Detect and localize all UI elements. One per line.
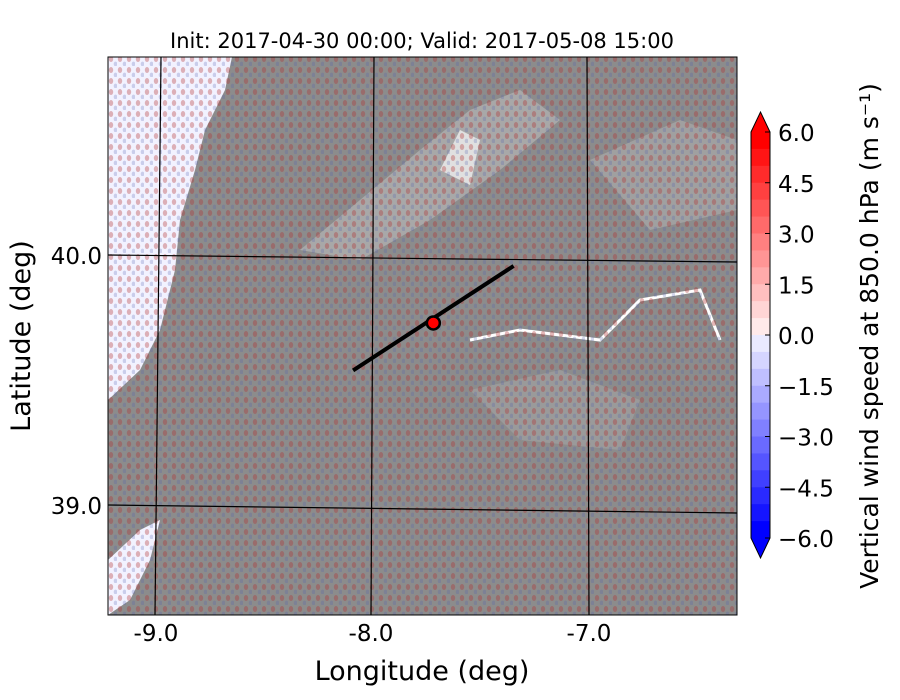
colorbar-level [751, 318, 770, 336]
colorbar-tick-label: 0.0 [778, 324, 815, 350]
colorbar-tick-label: 4.5 [778, 172, 815, 198]
x-ticks: -9.0 -8.0 -7.0 [134, 621, 612, 647]
colorbar-level [751, 148, 770, 167]
plot-title: Init: 2017-04-30 00:00; Valid: 2017-05-0… [170, 29, 674, 53]
x-tick-label: -9.0 [134, 621, 179, 647]
colorbar-level [751, 182, 770, 201]
colorbar-level [751, 487, 770, 505]
colorbar-level [751, 250, 770, 268]
colorbar-tick-label: 6.0 [778, 121, 815, 147]
colorbar-label: Vertical wind speed at 850.0 hPa (m s⁻¹) [855, 83, 884, 589]
colorbar-level [751, 453, 770, 471]
colorbar-level [751, 470, 770, 488]
colorbar-tick-label: −4.5 [778, 476, 834, 502]
colorbar-level [751, 216, 770, 234]
colorbar-level [751, 284, 770, 302]
colorbar-extend-min [751, 538, 770, 558]
y-axis-label: Latitude (deg) [6, 240, 37, 432]
plot-frame [107, 56, 738, 616]
colorbar-tick-label: −6.0 [778, 527, 834, 553]
colorbar-level [751, 368, 770, 387]
colorbar-level [751, 132, 770, 150]
colorbar-tick-label: 1.5 [778, 273, 815, 299]
colorbar-extend-max [751, 112, 770, 132]
y-ticks: 40.0 39.0 [51, 244, 102, 520]
colorbar-level [751, 335, 770, 353]
colorbar [750, 110, 771, 560]
colorbar-ticks: 6.0 4.5 3.0 1.5 0.0 −1.5 −3.0 −4.5 −6.0 [765, 121, 834, 553]
x-axis-label: Longitude (deg) [315, 656, 530, 687]
colorbar-tick-label: −1.5 [778, 375, 834, 401]
colorbar-level [751, 301, 770, 319]
y-tick-label: 39.0 [51, 494, 102, 520]
colorbar-level [751, 233, 770, 251]
colorbar-level [751, 267, 770, 285]
colorbar-level [751, 419, 770, 437]
colorbar-level [751, 199, 770, 218]
colorbar-level [751, 351, 770, 370]
colorbar-tick-label: 3.0 [778, 223, 815, 249]
colorbar-level [751, 504, 770, 522]
location-marker [425, 315, 442, 331]
colorbar-level [751, 521, 770, 539]
map-area [108, 57, 737, 615]
colorbar-tick-label: −3.0 [778, 426, 834, 452]
x-tick-label: -8.0 [349, 621, 394, 647]
colorbar-level [751, 165, 770, 184]
graticule [108, 57, 737, 615]
wind-field [108, 57, 737, 615]
x-tick-label: -7.0 [567, 621, 612, 647]
y-tick-label: 40.0 [51, 244, 102, 270]
colorbar-level [751, 385, 770, 404]
colorbar-level [751, 402, 770, 421]
colorbar-level [751, 436, 770, 454]
